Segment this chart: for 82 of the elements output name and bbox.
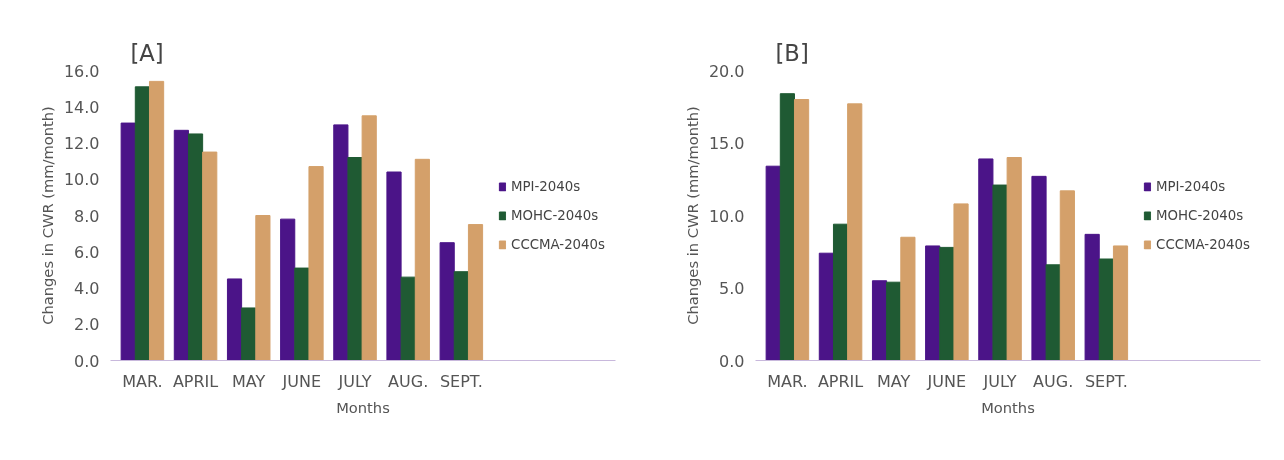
bar xyxy=(280,218,296,361)
y-tick-label: 0.0 xyxy=(719,351,745,371)
legend-label: MOHC-2040s xyxy=(511,207,599,223)
bar xyxy=(900,236,916,361)
bar xyxy=(1006,157,1022,361)
x-tick-label: SEPT. xyxy=(439,371,483,391)
y-tick-label: 2.0 xyxy=(74,315,100,335)
bar xyxy=(1031,175,1047,361)
bar xyxy=(992,184,1008,361)
bar xyxy=(120,122,136,361)
bar xyxy=(818,252,834,361)
y-tick-label: 0.0 xyxy=(74,351,100,371)
bar xyxy=(187,133,204,361)
x-tick-label: MAR. xyxy=(767,371,808,391)
y-tick-label: 8.0 xyxy=(74,206,100,226)
bar xyxy=(255,215,271,361)
x-tick-label: JULY xyxy=(982,371,1017,391)
y-axis-title: Changes in CWR (mm/month) xyxy=(38,106,56,325)
chart-title: [B] xyxy=(775,39,809,66)
y-axis-title: Changes in CWR (mm/month) xyxy=(683,106,701,325)
bar xyxy=(333,124,349,361)
bar xyxy=(953,203,969,361)
bar xyxy=(939,246,955,361)
bar xyxy=(241,307,257,361)
x-tick-label: JUNE xyxy=(926,371,967,391)
legend-label: MPI-2040s xyxy=(511,178,581,194)
bar xyxy=(386,171,402,361)
bar xyxy=(294,267,310,361)
bar xyxy=(148,80,165,361)
bar xyxy=(793,99,810,361)
bar xyxy=(134,86,150,361)
y-tick-label: 12.0 xyxy=(63,134,100,153)
x-tick-label: AUG. xyxy=(1033,371,1074,391)
y-tick-label: 6.0 xyxy=(74,242,100,262)
chart-title: [A] xyxy=(130,39,164,66)
bar xyxy=(226,278,243,361)
legend-label: CCCMA-2040s xyxy=(1156,236,1250,252)
y-tick-label: 10.0 xyxy=(708,206,745,226)
bar xyxy=(871,280,888,361)
y-tick-label: 20.0 xyxy=(708,61,745,81)
bar xyxy=(886,281,902,361)
x-tick-label: APRIL xyxy=(172,371,219,391)
bar xyxy=(202,151,218,361)
bar xyxy=(173,129,189,361)
bar xyxy=(308,166,324,361)
legend-label: MOHC-2040s xyxy=(1156,207,1244,223)
x-tick-label: AUG. xyxy=(388,371,429,391)
x-tick-label: APRIL xyxy=(817,371,864,391)
bar xyxy=(439,242,455,361)
bar xyxy=(1084,233,1100,361)
bar xyxy=(978,158,994,361)
x-tick-label: MAY xyxy=(877,371,911,391)
bar xyxy=(361,115,377,361)
legend-label: MPI-2040s xyxy=(1156,178,1226,194)
bar xyxy=(925,245,941,361)
x-tick-label: JUNE xyxy=(281,371,322,391)
x-tick-label: MAR. xyxy=(122,371,163,391)
bar xyxy=(1112,245,1129,361)
y-tick-label: 4.0 xyxy=(74,279,100,298)
y-tick-label: 10.0 xyxy=(63,170,100,190)
bar xyxy=(467,224,484,361)
legend-label: CCCMA-2040s xyxy=(511,236,605,252)
x-axis-title: Months xyxy=(336,398,390,416)
bar xyxy=(847,103,863,361)
bar xyxy=(765,165,781,361)
bar xyxy=(347,157,363,361)
y-tick-label: 16.0 xyxy=(63,61,100,81)
x-tick-label: MAY xyxy=(232,371,266,391)
bar xyxy=(414,158,430,361)
bar xyxy=(832,223,849,361)
y-tick-label: 14.0 xyxy=(63,97,100,117)
bar xyxy=(453,271,469,361)
y-tick-label: 15.0 xyxy=(708,134,745,153)
bar xyxy=(779,93,795,361)
x-tick-label: SEPT. xyxy=(1084,371,1128,391)
bar xyxy=(1045,264,1061,361)
bar xyxy=(1059,190,1075,361)
bar xyxy=(400,276,416,361)
x-axis-title: Months xyxy=(981,398,1035,416)
y-tick-label: 5.0 xyxy=(719,279,745,298)
bar xyxy=(1098,258,1114,361)
x-tick-label: JULY xyxy=(337,371,372,391)
